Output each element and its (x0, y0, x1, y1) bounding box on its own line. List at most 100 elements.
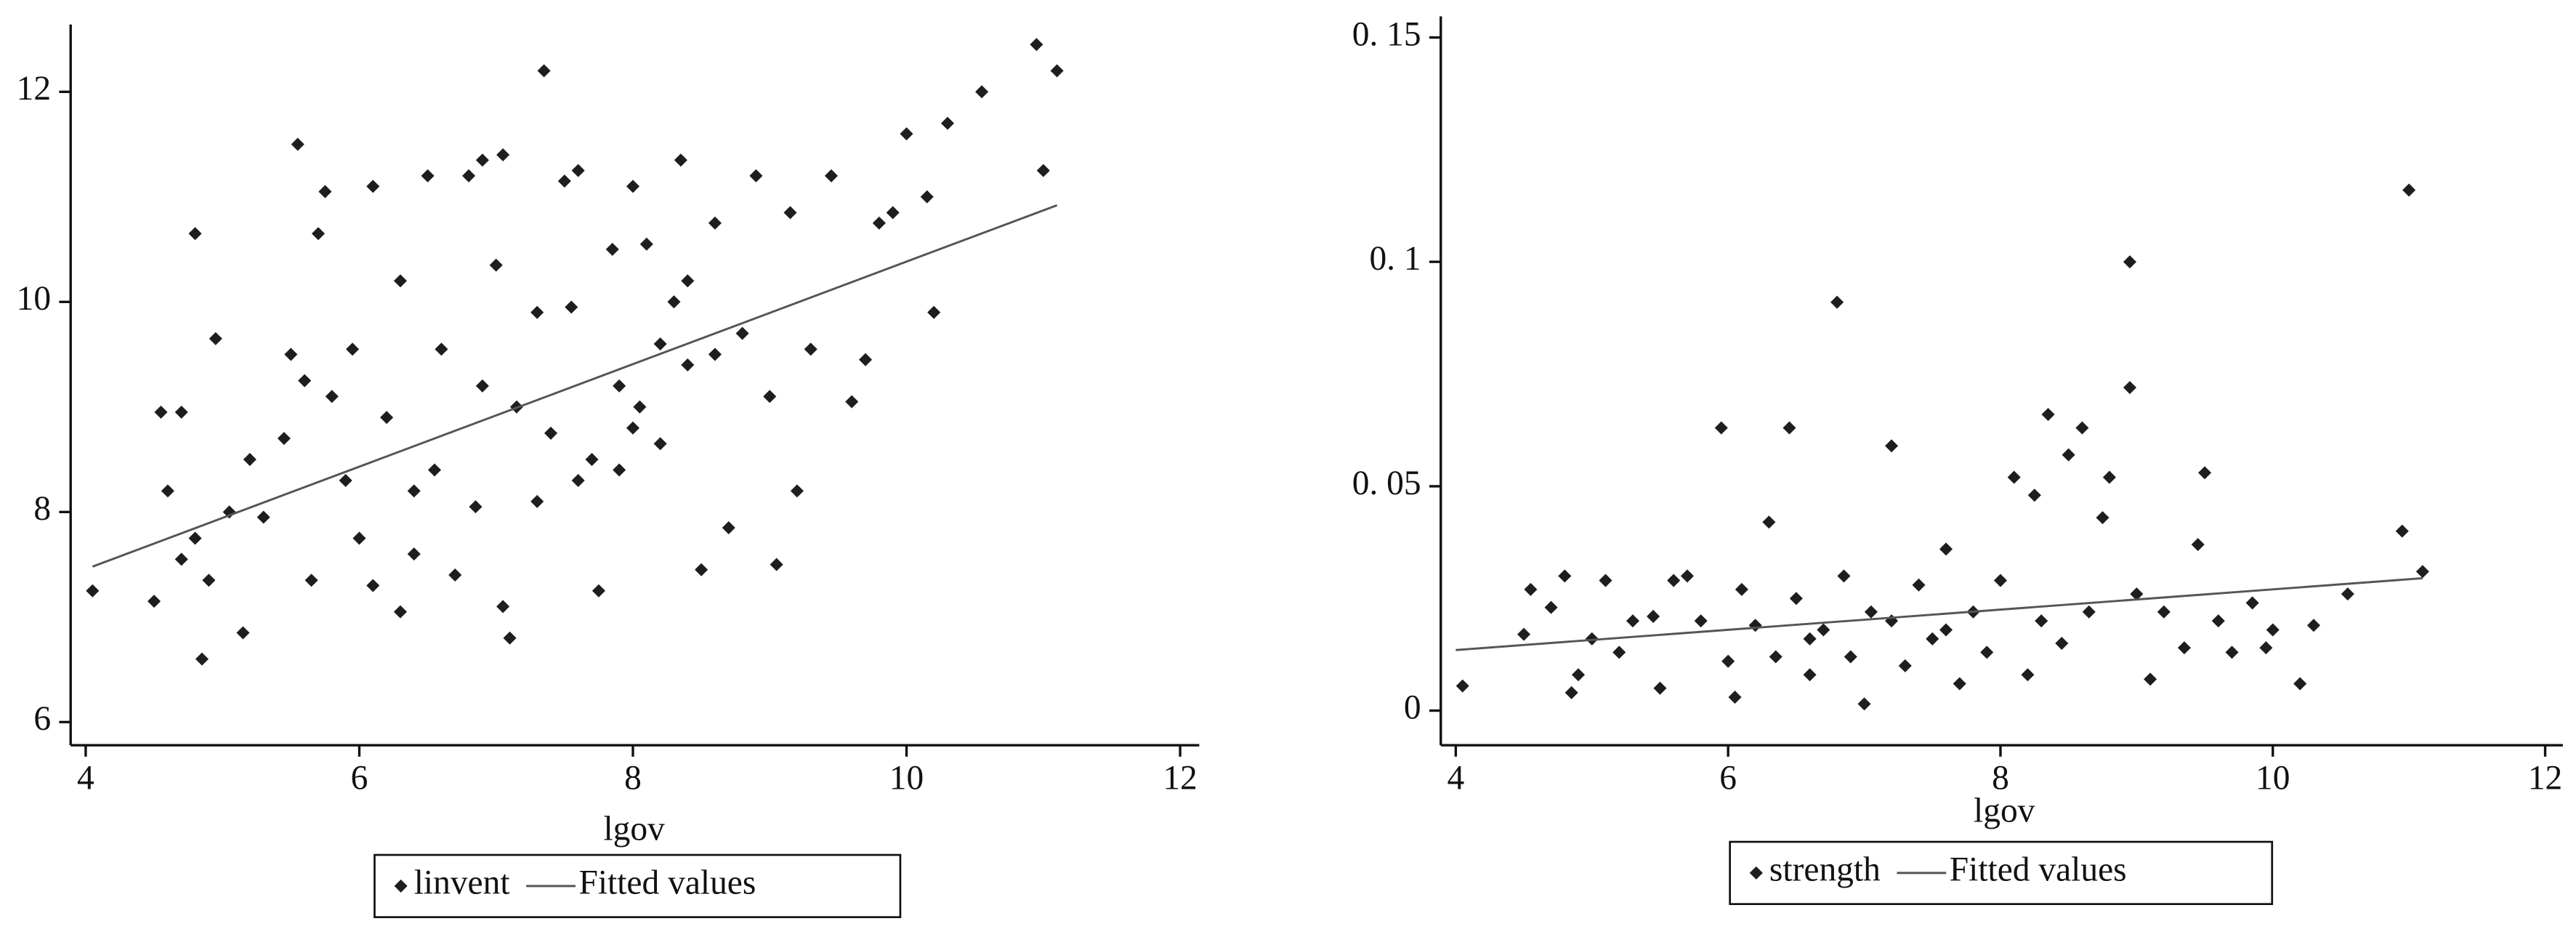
scatter-point (462, 169, 476, 182)
scatter-point (708, 216, 722, 230)
scatter-point (681, 358, 695, 372)
scatter-point (407, 547, 421, 561)
scatter-point (1558, 569, 1572, 583)
scatter-point (489, 258, 503, 272)
scatter-point (613, 379, 626, 393)
scatter-point (380, 411, 394, 425)
scatter-point (1455, 679, 1469, 693)
scatter-point (1517, 627, 1531, 641)
scatter-point (1653, 681, 1667, 695)
scatter-point (311, 227, 326, 241)
x-axis-label: lgov (603, 810, 665, 848)
x-tick-label: 4 (1448, 760, 1465, 797)
x-tick-label: 8 (624, 760, 642, 797)
scatter-point (2245, 596, 2259, 610)
scatter-point (1571, 668, 1586, 682)
legend-marker (1749, 866, 1763, 880)
scatter-point (2306, 619, 2321, 632)
scatter-point (537, 64, 551, 78)
scatter-point (366, 579, 380, 592)
scatter-point (2157, 605, 2171, 619)
scatter-point (1837, 569, 1851, 583)
scatter-point (1885, 439, 1899, 453)
scatter-point (2225, 646, 2239, 659)
scatter-point (1844, 650, 1857, 664)
scatter-point (1803, 668, 1817, 682)
legend-label: Fitted values (1950, 851, 2127, 889)
scatter-point (653, 437, 667, 451)
scatter-point (626, 180, 640, 193)
scatter-point (1980, 646, 1994, 659)
scatter-point (503, 631, 517, 645)
scatter-point (653, 337, 667, 351)
scatter-point (1926, 632, 1939, 646)
scatter-point (639, 237, 653, 251)
scatter-point (824, 169, 839, 182)
legend-label: linvent (414, 864, 510, 902)
scatter-point (2021, 668, 2035, 682)
x-tick-label: 10 (889, 760, 924, 797)
scatter-point (1898, 659, 1912, 672)
scatter-point (475, 379, 489, 393)
scatter-point (695, 563, 708, 576)
scatter-point (667, 295, 681, 309)
y-tick-label: 12 (17, 70, 51, 108)
scatter-point (749, 169, 763, 182)
scatter-point (2402, 183, 2416, 197)
y-tick-label: 10 (17, 280, 51, 318)
scatter-point (1993, 574, 2008, 587)
scatter-point (435, 342, 448, 356)
scatter-point (790, 484, 804, 498)
scatter-point (1050, 64, 1064, 78)
scatter-point (763, 390, 777, 403)
scatter-point (222, 505, 236, 519)
scatter-point (2293, 677, 2307, 691)
scatter-point (298, 374, 312, 387)
scatter-point (1939, 623, 1953, 637)
scatter-point (872, 216, 886, 230)
scatter-point (633, 400, 647, 414)
scatter-point (900, 127, 913, 141)
scatter-point (2102, 470, 2116, 484)
scatter-point (2123, 255, 2137, 269)
scatter-point (2395, 524, 2409, 538)
scatter-point (1626, 614, 1640, 628)
scatter-point (1612, 646, 1626, 659)
x-tick-label: 6 (351, 760, 368, 797)
x-tick-label: 12 (2528, 760, 2562, 797)
scatter-point (591, 584, 605, 598)
scatter-point (154, 406, 168, 419)
scatter-point (1564, 685, 1578, 699)
scatter-point (318, 185, 332, 198)
scatter-point (859, 353, 873, 366)
x-tick-label: 12 (1163, 760, 1197, 797)
scatter-point (1939, 542, 1953, 556)
scatter-point (2266, 623, 2280, 637)
scatter-point (1803, 632, 1817, 646)
scatter-point (209, 331, 222, 345)
x-tick-label: 6 (1719, 760, 1737, 797)
scatter-point (1789, 592, 1803, 606)
scatter-point (2198, 466, 2212, 480)
scatter-point (393, 605, 407, 619)
scatter-point (2144, 672, 2157, 686)
scatter-point (770, 558, 783, 571)
scatter-point (2177, 641, 2191, 655)
scatter-point (557, 174, 571, 188)
scatter-point (161, 484, 174, 498)
scatter-point (1694, 614, 1708, 628)
scatter-point (2341, 587, 2354, 601)
scatter-point (674, 153, 687, 167)
scatter-point (735, 326, 749, 340)
scatter-point (1857, 697, 1871, 711)
scatter-point (148, 595, 161, 608)
scatter-point (1721, 654, 1735, 668)
scatter-point (195, 652, 209, 666)
scatter-point (1912, 578, 1926, 592)
scatter-point (448, 568, 462, 582)
scatter-point (571, 473, 585, 487)
y-tick-label: 0 (1404, 689, 1421, 727)
x-tick-label: 10 (2256, 760, 2290, 797)
scatter-point (2130, 587, 2144, 601)
